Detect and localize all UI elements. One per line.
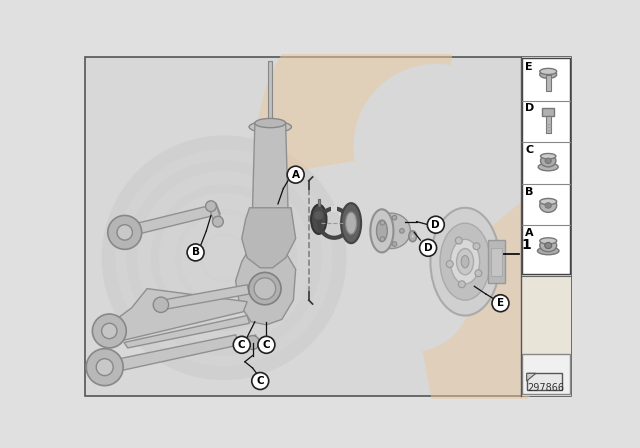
Circle shape [380,220,385,225]
Text: C: C [262,340,270,350]
Ellipse shape [540,69,557,74]
Ellipse shape [311,205,326,234]
Bar [522,354,570,394]
Ellipse shape [314,211,323,220]
Bar [317,198,320,206]
Ellipse shape [376,220,387,241]
Circle shape [473,243,480,250]
Ellipse shape [249,272,281,305]
Circle shape [110,144,338,372]
Circle shape [420,239,436,256]
Text: A: A [292,170,300,180]
Polygon shape [236,252,296,325]
Circle shape [212,216,223,227]
Ellipse shape [461,255,469,268]
Circle shape [399,228,404,233]
Circle shape [117,225,132,240]
Ellipse shape [540,239,557,252]
Bar [331,206,337,211]
Circle shape [258,336,275,353]
Circle shape [92,314,126,348]
Circle shape [287,166,304,183]
Ellipse shape [545,242,552,249]
Circle shape [234,336,250,353]
Text: D: D [424,243,433,253]
Polygon shape [122,204,220,237]
Ellipse shape [341,203,361,243]
Polygon shape [106,289,247,340]
Text: 1: 1 [521,238,531,252]
Circle shape [187,244,204,261]
Bar [488,240,505,283]
Ellipse shape [540,198,557,205]
Circle shape [108,215,141,250]
Circle shape [96,359,113,375]
Ellipse shape [456,249,474,275]
Circle shape [102,323,117,339]
Text: E: E [497,298,504,308]
Ellipse shape [540,71,557,78]
Polygon shape [527,373,536,381]
Circle shape [455,237,462,244]
Ellipse shape [249,121,291,133]
Text: C: C [257,376,264,386]
Circle shape [458,281,465,288]
Ellipse shape [254,278,276,299]
Circle shape [492,295,509,312]
Ellipse shape [255,118,285,128]
Bar [542,108,554,116]
Circle shape [380,237,385,241]
Text: D: D [525,103,534,113]
Ellipse shape [540,238,557,244]
Circle shape [153,297,168,313]
Circle shape [252,373,269,389]
Text: E: E [525,62,532,72]
Bar [522,58,570,274]
Circle shape [446,261,453,267]
Ellipse shape [440,223,490,300]
Polygon shape [253,123,288,220]
Circle shape [428,216,444,233]
Ellipse shape [431,208,500,315]
Polygon shape [242,208,296,268]
Ellipse shape [538,247,559,255]
Circle shape [205,201,216,211]
Text: D: D [431,220,440,230]
Circle shape [392,242,397,246]
Text: A: A [525,228,534,238]
Ellipse shape [372,213,410,249]
Circle shape [475,270,482,277]
Circle shape [246,336,259,349]
Text: C: C [238,340,246,350]
Circle shape [86,349,123,386]
Ellipse shape [538,163,558,171]
Text: 297866: 297866 [527,383,564,392]
Bar [545,116,551,133]
Ellipse shape [411,234,414,238]
Ellipse shape [541,154,556,159]
Bar [527,373,562,390]
Ellipse shape [541,155,556,167]
Ellipse shape [540,198,557,212]
Ellipse shape [409,231,417,241]
Ellipse shape [346,212,356,234]
Text: C: C [525,145,533,155]
Ellipse shape [545,203,551,208]
Circle shape [392,215,397,220]
Polygon shape [105,335,239,373]
Bar [546,74,550,91]
Ellipse shape [545,158,551,164]
Ellipse shape [371,209,394,252]
Bar [492,248,502,276]
Ellipse shape [451,239,480,284]
Polygon shape [247,335,257,346]
Bar [520,57,572,396]
Bar [268,61,272,131]
Polygon shape [163,285,250,310]
Text: B: B [525,186,534,197]
Polygon shape [124,315,250,348]
Polygon shape [209,203,221,225]
Text: B: B [191,247,200,258]
